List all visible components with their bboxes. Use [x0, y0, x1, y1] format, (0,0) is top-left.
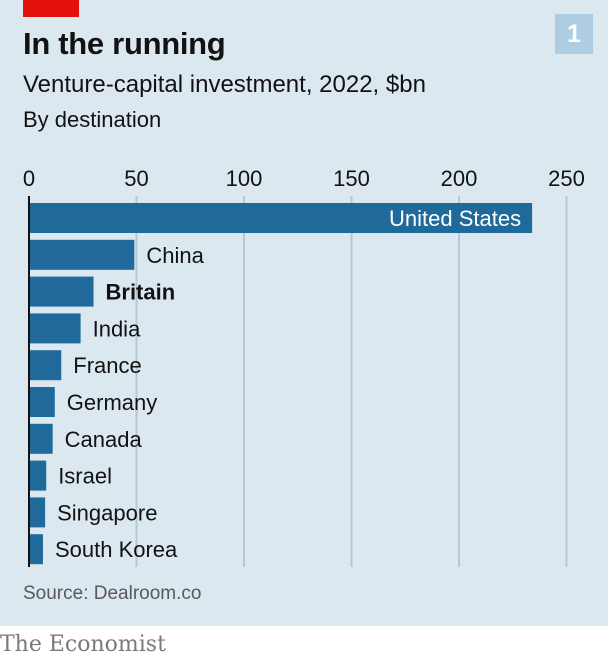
bar-label: China: [146, 243, 204, 268]
bar-label: Singapore: [57, 500, 157, 525]
x-tick-label: 50: [124, 166, 148, 191]
x-tick-label: 200: [441, 166, 478, 191]
publisher-logo: The Economist: [0, 632, 166, 657]
bar: [29, 350, 62, 381]
chart-subtitle-detail: By destination: [23, 107, 162, 132]
brand-accent-tag: [23, 0, 79, 17]
bar: [29, 313, 81, 344]
chart-title: In the running: [23, 26, 226, 61]
bar-label: South Korea: [55, 537, 178, 562]
bar-label: France: [73, 353, 141, 378]
bar: [29, 276, 94, 307]
bar: [29, 497, 46, 528]
chart-panel: [0, 0, 608, 626]
bar-label: Israel: [58, 464, 112, 489]
bar-label: India: [93, 316, 141, 341]
bar: [29, 534, 43, 565]
bar-label: United States: [389, 206, 521, 231]
x-tick-label: 250: [548, 166, 585, 191]
source-note: Source: Dealroom.co: [23, 583, 202, 604]
chart-number-badge: 1: [555, 14, 593, 54]
bar-chart: 0 50 100 150 200 250 United States China Britain…: [23, 166, 585, 567]
bar: [29, 423, 53, 454]
bar: [29, 239, 135, 270]
bar: [29, 387, 55, 417]
bar: [29, 203, 533, 233]
chart-subtitle: Venture-capital investment, 2022, $bn: [23, 71, 426, 98]
bar-label: Canada: [65, 427, 143, 452]
bar-label: Germany: [67, 390, 157, 415]
bar: [29, 460, 47, 491]
x-tick-label: 150: [333, 166, 370, 191]
bar-label: Britain: [106, 280, 176, 305]
x-tick-label: 100: [226, 166, 263, 191]
x-tick-label: 0: [23, 166, 35, 191]
